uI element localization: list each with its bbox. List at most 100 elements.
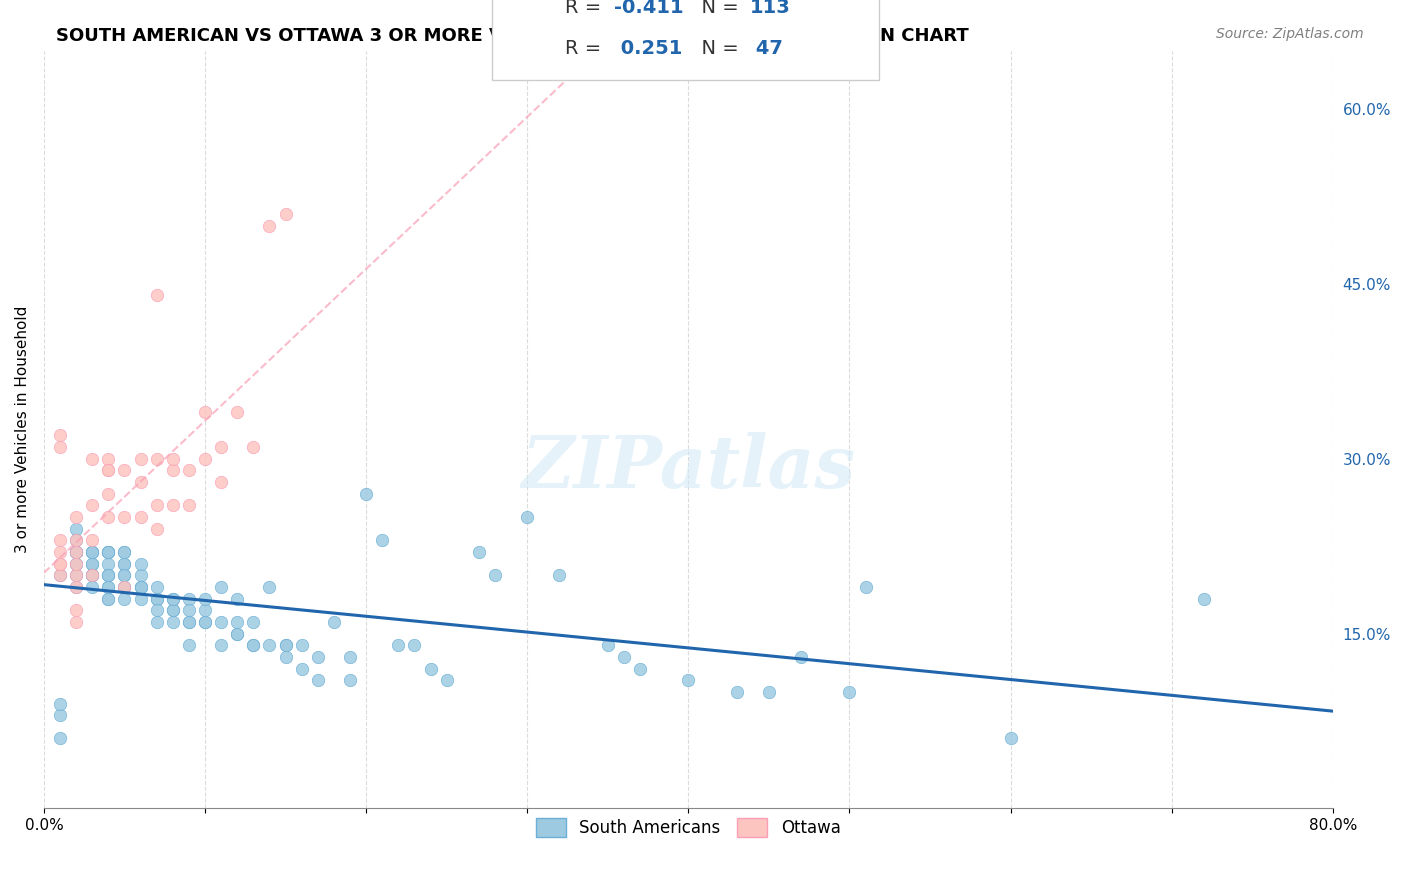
Point: [65, 545, 87, 559]
Point: [226, 591, 249, 606]
Point: [114, 568, 136, 582]
Point: [725, 685, 748, 699]
Text: R =: R =: [565, 38, 607, 58]
Point: [339, 673, 361, 688]
Point: [97, 486, 120, 500]
Point: [516, 510, 538, 524]
Point: [49, 568, 72, 582]
Point: [65, 557, 87, 571]
Point: [226, 626, 249, 640]
Point: [114, 510, 136, 524]
Point: [307, 673, 329, 688]
Point: [82, 568, 104, 582]
Point: [855, 580, 877, 594]
Point: [790, 649, 813, 664]
Point: [82, 451, 104, 466]
Point: [242, 615, 264, 629]
Point: [97, 591, 120, 606]
Point: [177, 499, 200, 513]
Point: [65, 603, 87, 617]
Point: [97, 463, 120, 477]
Point: [82, 568, 104, 582]
Point: [209, 475, 232, 489]
Point: [209, 580, 232, 594]
Point: [65, 615, 87, 629]
Point: [194, 615, 217, 629]
Point: [114, 568, 136, 582]
Text: 113: 113: [749, 0, 790, 17]
Point: [242, 638, 264, 652]
Point: [274, 638, 297, 652]
Point: [209, 440, 232, 454]
Point: [209, 638, 232, 652]
Point: [226, 405, 249, 419]
Point: [114, 580, 136, 594]
Point: [274, 649, 297, 664]
Point: [162, 463, 184, 477]
Point: [177, 615, 200, 629]
Point: [97, 557, 120, 571]
Point: [177, 638, 200, 652]
Point: [339, 649, 361, 664]
Point: [259, 580, 281, 594]
Point: [97, 545, 120, 559]
Point: [291, 661, 314, 675]
Point: [177, 591, 200, 606]
Point: [177, 603, 200, 617]
Point: [97, 580, 120, 594]
Point: [259, 219, 281, 233]
Point: [259, 638, 281, 652]
Point: [354, 486, 377, 500]
Point: [82, 568, 104, 582]
Point: [162, 591, 184, 606]
Point: [162, 603, 184, 617]
Text: SOUTH AMERICAN VS OTTAWA 3 OR MORE VEHICLES IN HOUSEHOLD CORRELATION CHART: SOUTH AMERICAN VS OTTAWA 3 OR MORE VEHIC…: [56, 27, 969, 45]
Point: [49, 533, 72, 548]
Point: [65, 580, 87, 594]
Point: [97, 510, 120, 524]
Text: Source: ZipAtlas.com: Source: ZipAtlas.com: [1216, 27, 1364, 41]
Point: [177, 615, 200, 629]
Point: [97, 580, 120, 594]
Point: [404, 638, 426, 652]
Point: [97, 545, 120, 559]
Point: [1000, 731, 1022, 746]
Point: [82, 545, 104, 559]
Point: [548, 568, 571, 582]
Point: [82, 545, 104, 559]
Point: [65, 533, 87, 548]
Point: [65, 545, 87, 559]
Point: [307, 649, 329, 664]
Point: [49, 440, 72, 454]
Point: [49, 557, 72, 571]
Point: [65, 568, 87, 582]
Point: [209, 615, 232, 629]
Point: [114, 557, 136, 571]
Point: [162, 603, 184, 617]
Point: [162, 615, 184, 629]
Point: [613, 649, 636, 664]
Point: [838, 685, 860, 699]
Point: [484, 568, 506, 582]
Point: [114, 545, 136, 559]
Point: [145, 591, 167, 606]
Point: [49, 545, 72, 559]
Point: [291, 638, 314, 652]
Text: -0.411: -0.411: [614, 0, 685, 17]
Point: [758, 685, 780, 699]
Text: 47: 47: [749, 38, 783, 58]
Point: [82, 568, 104, 582]
Point: [129, 580, 152, 594]
Point: [65, 510, 87, 524]
Point: [97, 568, 120, 582]
Point: [162, 499, 184, 513]
Point: [82, 499, 104, 513]
Point: [194, 615, 217, 629]
Point: [194, 451, 217, 466]
Point: [82, 545, 104, 559]
Point: [129, 580, 152, 594]
Point: [145, 591, 167, 606]
Text: N =: N =: [689, 38, 745, 58]
Point: [419, 661, 441, 675]
Point: [145, 499, 167, 513]
